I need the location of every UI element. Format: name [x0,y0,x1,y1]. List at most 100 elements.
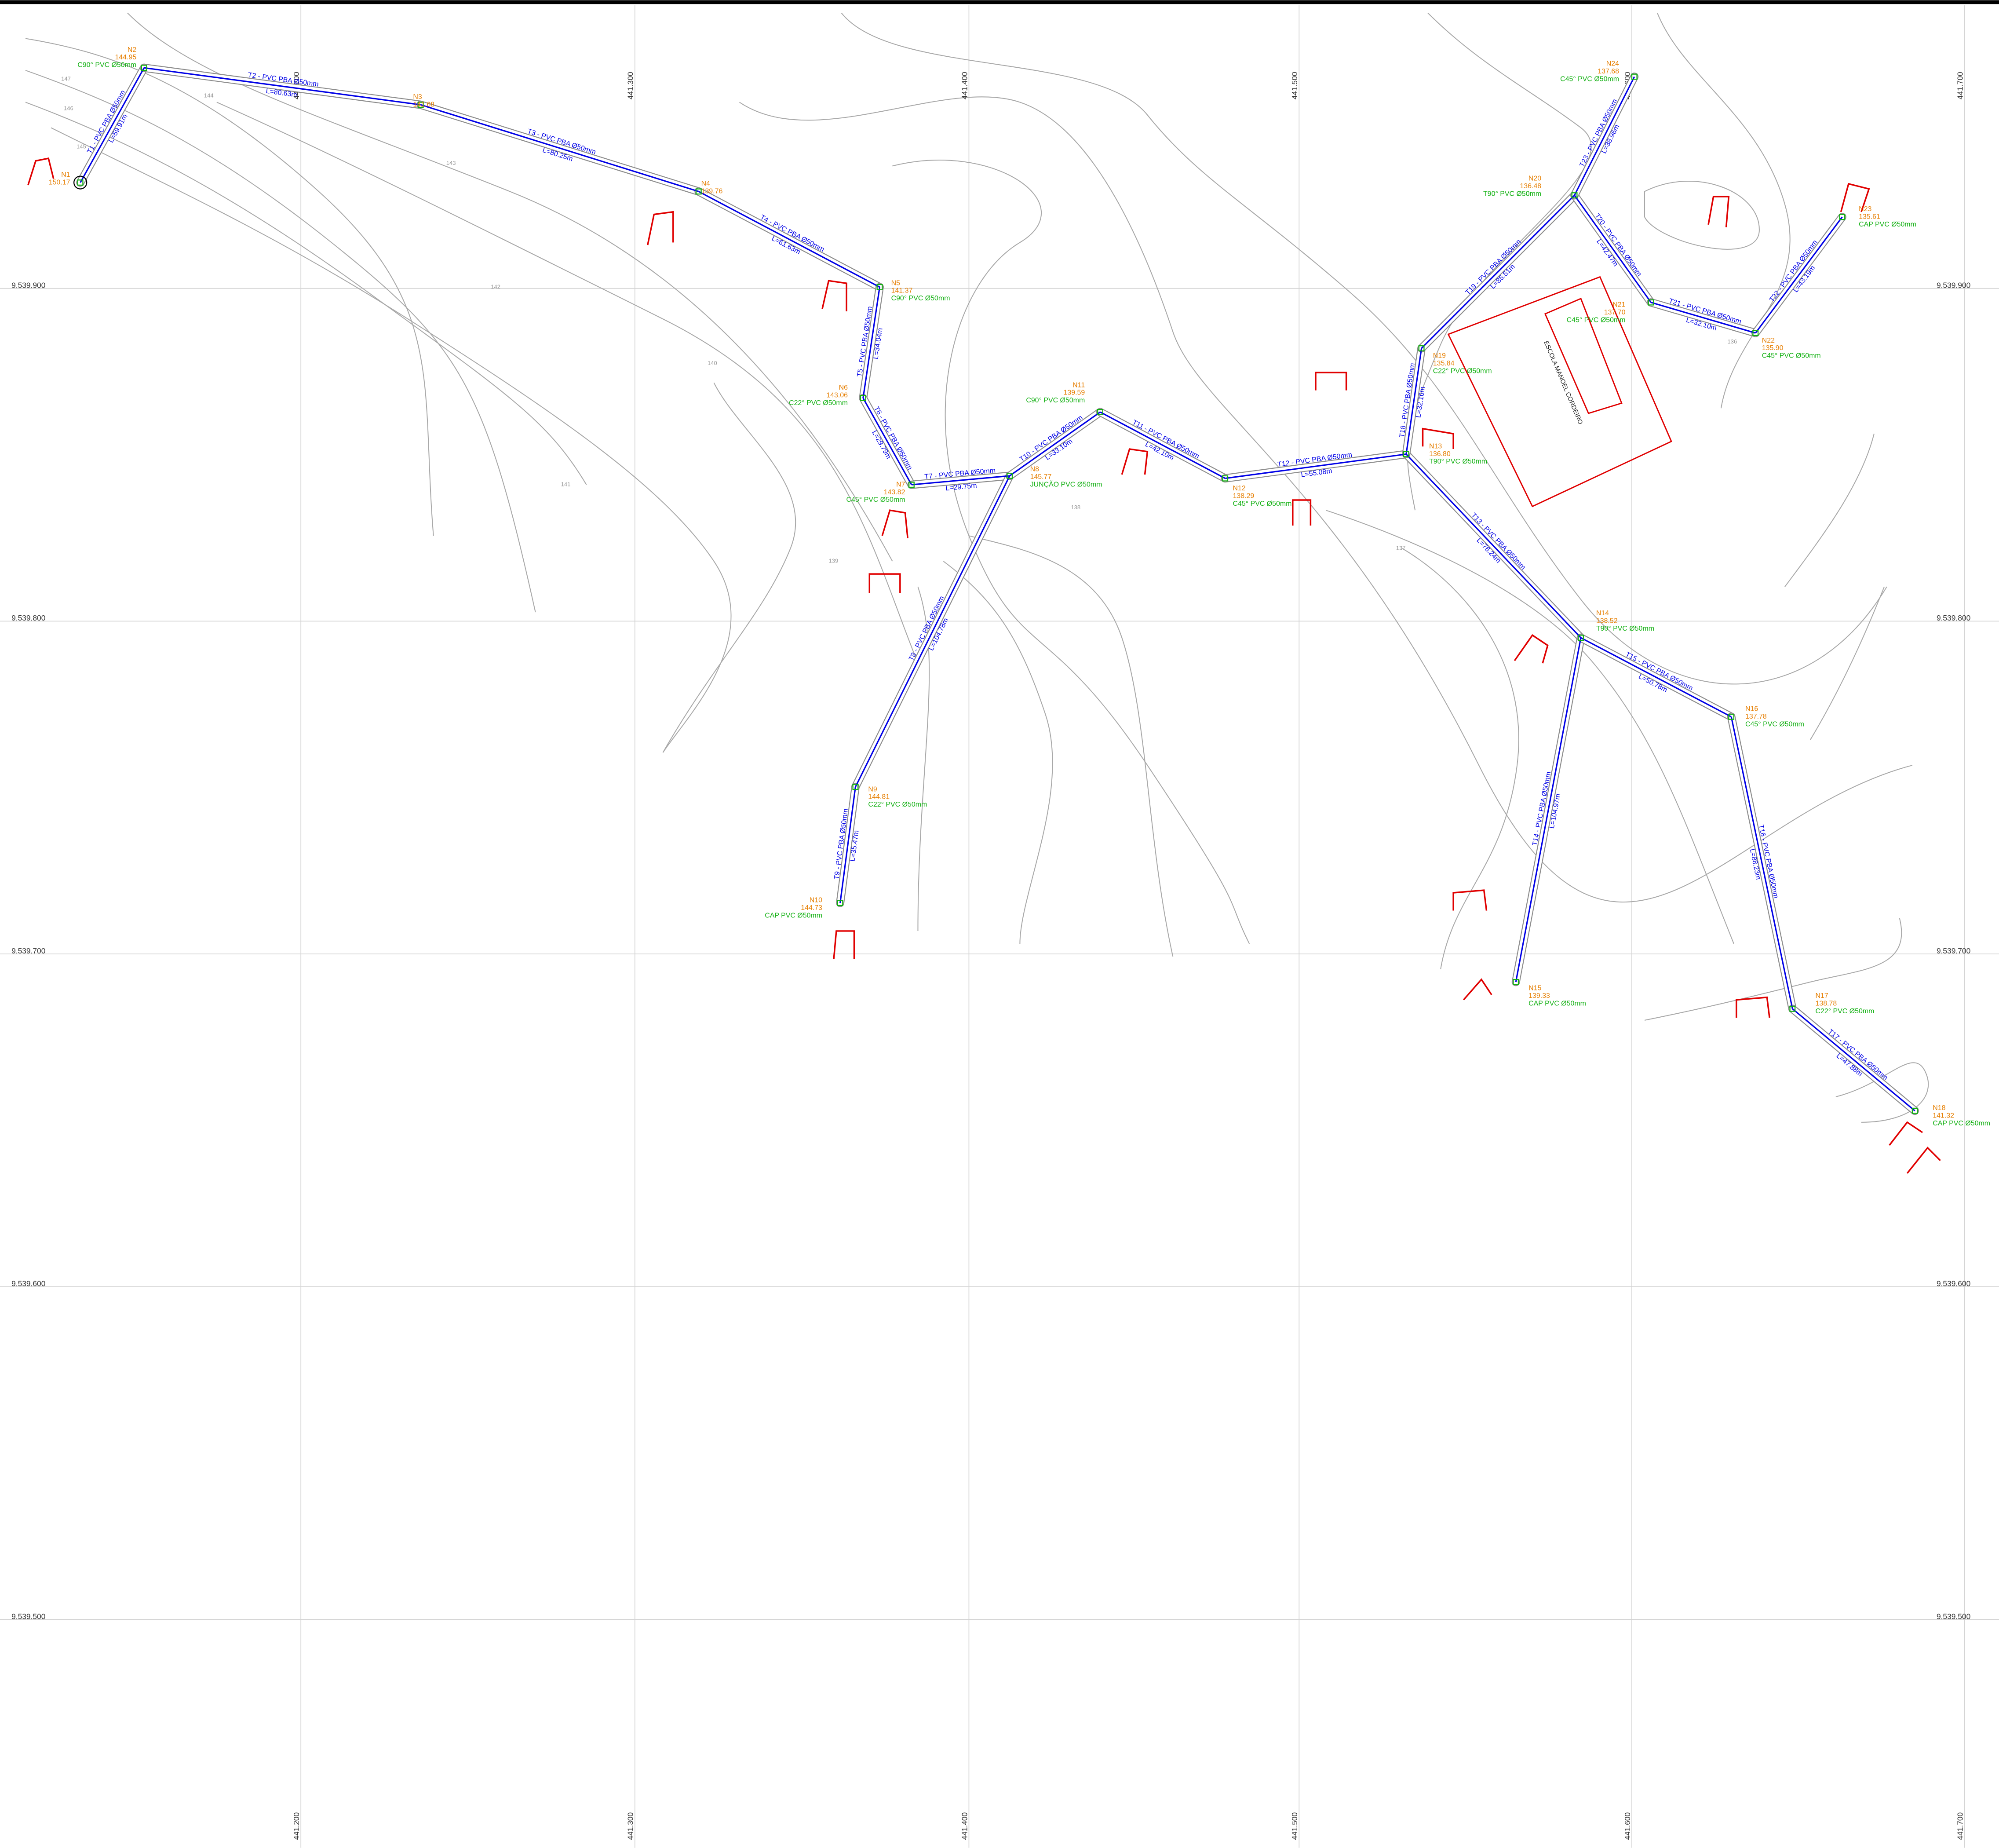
node-id: N6 [839,384,848,391]
node-elevation: 136.48 [1520,183,1541,190]
house-icon [881,509,908,539]
house-icon [1315,372,1347,391]
node-id: N14 [1596,610,1609,617]
node-id: N7 [896,481,905,488]
contour [1402,548,1519,970]
node-fitting: CAP PVC Ø50mm [1859,221,1916,228]
node [417,102,424,108]
contour [127,12,893,562]
node-elevation: 143.06 [826,391,848,399]
grid-label: 9.539.900 [11,281,45,290]
node-elevation: 141.68 [413,101,434,108]
pipe [911,475,1010,486]
node-elevation: 136.80 [1429,450,1451,458]
pipe [862,287,881,398]
house-icon [1906,1147,1941,1174]
pipe [1792,1008,1915,1111]
grid-label: 9.539.800 [11,614,45,622]
node-id: N10 [810,897,822,904]
node [1789,1005,1796,1012]
houses [27,157,1941,1174]
grid-label: 9.539.600 [1937,1279,1970,1288]
node [908,482,915,488]
node-id: N12 [1233,485,1246,492]
node-elevation: 143.82 [884,489,905,496]
node-id: N16 [1745,705,1758,713]
house-icon [1840,183,1870,212]
node [1911,1107,1918,1114]
contour [1644,181,1760,250]
node-elevation: 141.37 [891,287,913,295]
node-fitting: CAP PVC Ø50mm [1933,1120,1990,1127]
contour [943,561,1053,944]
contour [1644,918,1902,1021]
node-id: N19 [1433,352,1446,360]
pipe [839,787,856,903]
pipe [862,398,912,485]
pipe [1405,348,1423,454]
contour [1810,586,1885,740]
node-elevation: 144.73 [801,904,822,912]
contour [216,102,919,664]
pipe [698,190,880,288]
node [695,188,702,195]
grid-label: 441.500 [1290,1812,1299,1840]
contour-label: 143 [446,160,456,166]
contour [25,102,587,485]
house-icon [821,280,847,311]
contour [662,382,796,753]
node [1418,345,1425,351]
node-id: N20 [1528,175,1541,183]
node-elevation: 139.76 [701,188,723,195]
node-elevation: 145.77 [1030,473,1052,481]
node [1648,299,1654,306]
grid-label: 441.300 [626,1812,635,1840]
contour-label: 137 [1396,545,1406,551]
node-fitting: C90° PVC Ø50mm [1026,397,1085,404]
node-fitting: C45° PVC Ø50mm [846,496,905,504]
node [1839,214,1846,220]
contour-label: 142 [491,283,500,290]
grid-label: 9.539.700 [1937,946,1970,955]
grid-label: 441.700 [1956,72,1965,99]
contour [25,38,434,536]
node-fitting: CAP PVC Ø50mm [1528,1000,1586,1007]
pipe [1730,716,1793,1009]
pipe [1755,216,1843,334]
node-fitting: CAP PVC Ø50mm [765,912,822,919]
contour-label: 144 [204,92,214,99]
node-id: N4 [701,180,711,187]
grid-label: 9.539.900 [1937,281,1970,290]
pipe [1580,637,1732,718]
contour [1657,13,1791,409]
node-elevation: 139.59 [1063,389,1085,397]
contour [841,12,1887,685]
grid-label: 9.539.600 [11,1279,45,1288]
node-fitting: C45° PVC Ø50mm [1233,500,1292,508]
contour [1325,510,1734,944]
grid-label: 9.539.500 [11,1612,45,1621]
node-id: N23 [1859,205,1871,213]
house-icon [833,930,855,959]
grid-label: 441.400 [960,1812,969,1840]
node-elevation: 137.70 [1604,309,1626,316]
node-id: N22 [1762,337,1775,344]
node-elevation: 135.84 [1433,360,1455,367]
contour-label: 139 [829,558,839,564]
node-fitting: C22° PVC Ø50mm [789,399,848,407]
node [837,900,843,906]
grid-label: 441.200 [292,1812,301,1840]
node-fitting: C45° PVC Ø50mm [1745,720,1804,728]
pipe [144,67,421,106]
node-id: N8 [1030,466,1040,473]
node-elevation: 144.95 [115,54,136,61]
building-outline [1447,276,1672,508]
node-fitting: C22° PVC Ø50mm [1816,1008,1875,1015]
pipe [1574,76,1635,196]
pipe [1651,302,1756,334]
node [1222,475,1229,482]
node-fitting: C45° PVC Ø50mm [1762,352,1821,360]
node-elevation: 135.90 [1762,344,1784,352]
